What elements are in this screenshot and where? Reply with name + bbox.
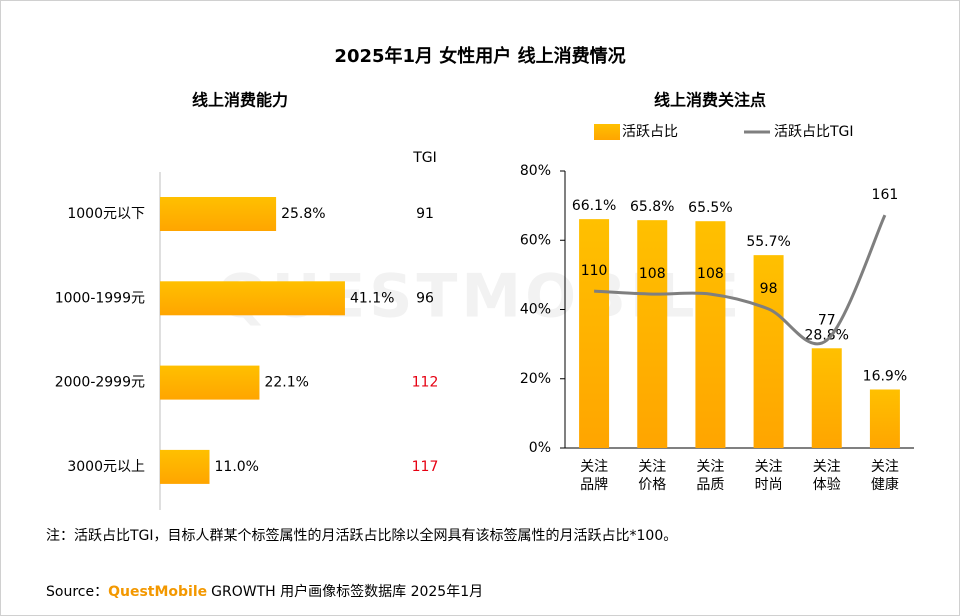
tgi-value: 112 <box>412 375 439 391</box>
line-label: 161 <box>872 187 899 203</box>
chart-title: 线上消费能力 <box>192 91 288 110</box>
bar <box>160 449 210 484</box>
tgi-value: 91 <box>416 206 434 222</box>
bar <box>695 221 726 448</box>
line-label: 108 <box>639 266 666 282</box>
source-brand: QuestMobile <box>108 584 207 600</box>
y-tick-label: 20% <box>520 371 551 387</box>
value-label: 41.1% <box>350 290 394 306</box>
bar <box>160 281 345 316</box>
page-title: 2025年1月 女性用户 线上消费情况 <box>334 45 625 67</box>
bar <box>160 365 260 400</box>
value-label: 11.0% <box>215 459 259 475</box>
x-tick-label: 关注 价格 <box>638 459 667 493</box>
legend-label: 活跃占比TGI <box>774 124 854 140</box>
source-label: Source： <box>46 584 108 600</box>
line-label: 98 <box>760 281 778 297</box>
value-label: 28.8% <box>805 327 849 343</box>
x-tick-label: 关注 时尚 <box>754 459 783 493</box>
value-label: 22.1% <box>264 375 308 391</box>
tgi-value: 117 <box>412 459 439 475</box>
tgi-header: TGI <box>412 150 437 166</box>
x-tick-label: 关注 体验 <box>812 459 841 493</box>
chart-title: 线上消费关注点 <box>654 91 766 110</box>
x-tick-label: 关注 品质 <box>696 459 725 493</box>
x-tick-label: 关注 健康 <box>870 459 899 493</box>
tgi-value: 96 <box>416 290 434 306</box>
y-tick-label: 60% <box>520 232 551 248</box>
line-label: 108 <box>697 266 724 282</box>
y-tick-label: 40% <box>520 302 551 318</box>
value-label: 25.8% <box>281 206 325 222</box>
line <box>594 214 887 346</box>
bar <box>579 219 610 448</box>
y-tick-label: 80% <box>520 163 551 179</box>
bar <box>869 389 900 448</box>
bar <box>753 255 784 448</box>
value-label: 55.7% <box>746 234 790 250</box>
line-label: 77 <box>818 312 836 328</box>
value-label: 16.9% <box>863 368 907 384</box>
y-tick-label: 1000-1999元 <box>55 290 145 306</box>
value-label: 65.5% <box>688 200 732 216</box>
y-tick-label: 2000-2999元 <box>55 375 145 391</box>
bar <box>160 197 277 231</box>
bar <box>637 220 668 448</box>
source-text: GROWTH 用户画像标签数据库 2025年1月 <box>211 583 483 600</box>
value-label: 66.1% <box>572 198 616 214</box>
y-tick-label: 0% <box>529 440 551 456</box>
legend-label: 活跃占比 <box>622 124 678 140</box>
source: Source：QuestMobile GROWTH 用户画像标签数据库 2025年… <box>46 583 483 600</box>
y-tick-label: 1000元以下 <box>67 206 145 222</box>
legend-swatch <box>594 124 620 140</box>
x-tick-label: 关注 品牌 <box>580 459 609 493</box>
value-label: 65.8% <box>630 199 674 215</box>
note: 注：活跃占比TGI，目标人群某个标签属性的月活跃占比除以全网具有该标签属性的月活… <box>46 527 677 544</box>
line-label: 110 <box>581 263 608 279</box>
y-tick-label: 3000元以上 <box>67 459 145 475</box>
bar <box>811 348 842 448</box>
